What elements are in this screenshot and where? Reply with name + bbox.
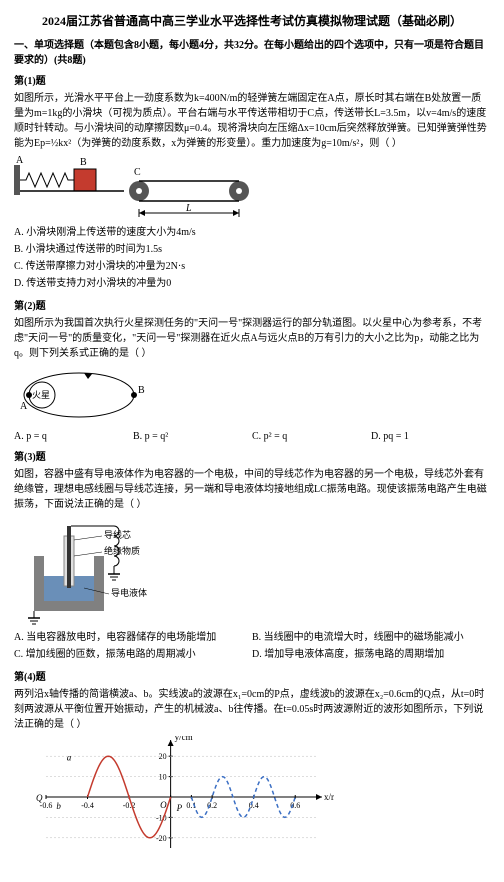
q2-options: A. p = q B. p = q² C. p² = q D. pq = 1: [14, 429, 490, 444]
q1-label-A: A: [16, 155, 24, 166]
svg-text:20: 20: [159, 752, 167, 761]
q3-opt-a: A. 当电容器放电时，电容器储存的电场能增加: [14, 630, 252, 645]
q1-label-B: B: [80, 157, 87, 168]
q1-opt-b: B. 小滑块通过传送带的时间为1.5s: [14, 242, 490, 257]
svg-text:a: a: [67, 752, 72, 762]
q2-label-B: B: [138, 385, 145, 396]
q3-opt-b: B. 当线圈中的电流增大时，线圈中的磁场能减小: [252, 630, 490, 645]
q3-label: 第(3)题: [14, 450, 490, 465]
svg-text:-0.4: -0.4: [81, 801, 94, 810]
svg-text:P: P: [176, 803, 183, 813]
q1-figure: A B C L: [14, 155, 490, 221]
q2-opt-b: B. p = q²: [133, 429, 252, 444]
svg-text:Q: Q: [36, 793, 43, 803]
q1-opt-d: D. 传送带支持力对小滑块的冲量为0: [14, 276, 490, 291]
q4-label: 第(4)题: [14, 670, 490, 685]
q3-figure: 导线芯 绝缘物质 导电液体: [14, 516, 490, 626]
q3-opt-c: C. 增加线圈的匝数，振荡电路的周期减小: [14, 647, 252, 662]
q1-options: A. 小滑块刚滑上传送带的速度大小为4m/s B. 小滑块通过传送带的时间为1.…: [14, 225, 490, 293]
q2-text: 如图所示为我国首次执行火星探测任务的"天问一号"探测器运行的部分轨道图。以火星中…: [14, 316, 490, 361]
q3-opt-d: D. 增加导电液体高度，振荡电路的周期增加: [252, 647, 490, 662]
svg-text:-20: -20: [156, 834, 167, 843]
q1-opt-a: A. 小滑块刚滑上传送带的速度大小为4m/s: [14, 225, 490, 240]
q2-opt-a: A. p = q: [14, 429, 133, 444]
svg-text:x/m: x/m: [324, 792, 334, 802]
q4-figure: -0.6-0.4-0.20.10.20.40.6-20-101020Ox/my/…: [14, 736, 490, 866]
q1-label: 第(1)题: [14, 74, 490, 89]
q2-mars-label: 火星: [32, 390, 50, 400]
q1-text: 如图所示，光滑水平平台上一劲度系数为k=400N/m的轻弹簧左端固定在A点，原长…: [14, 91, 490, 151]
q2-opt-d: D. pq = 1: [371, 429, 490, 444]
q1-label-L: L: [185, 203, 192, 214]
q2-label: 第(2)题: [14, 299, 490, 314]
q3-label-core: 导线芯: [104, 529, 131, 540]
q2-label-A: A: [20, 401, 28, 412]
q3-label-liquid: 导电液体: [111, 587, 147, 598]
svg-text:b: b: [56, 801, 61, 811]
q1-opt-c: C. 传送带摩擦力对小滑块的冲量为2N·s: [14, 259, 490, 274]
page-title: 2024届江苏省普通高中高三学业水平选择性考试仿真模拟物理试题（基础必刷）: [14, 12, 490, 30]
q2-opt-c: C. p² = q: [252, 429, 371, 444]
q1-label-C: C: [134, 167, 141, 178]
q3-text: 如图，容器中盛有导电液体作为电容器的一个电极，中间的导线芯作为电容器的另一个电极…: [14, 467, 490, 512]
section-heading: 一、单项选择题（本题包含8小题，每小题4分，共32分。在每小题给出的四个选项中，…: [14, 38, 490, 68]
q2-figure: 火星 A B: [14, 365, 490, 425]
svg-text:10: 10: [159, 773, 167, 782]
q4-text: 两列沿x轴传播的简谐横波a、b。实线波a的波源在x₁=0cm的P点，虚线波b的波…: [14, 687, 490, 732]
q3-label-insulator: 绝缘物质: [104, 545, 140, 556]
q3-options: A. 当电容器放电时，电容器储存的电场能增加 B. 当线圈中的电流增大时，线圈中…: [14, 630, 490, 664]
svg-text:y/cm: y/cm: [175, 736, 193, 742]
